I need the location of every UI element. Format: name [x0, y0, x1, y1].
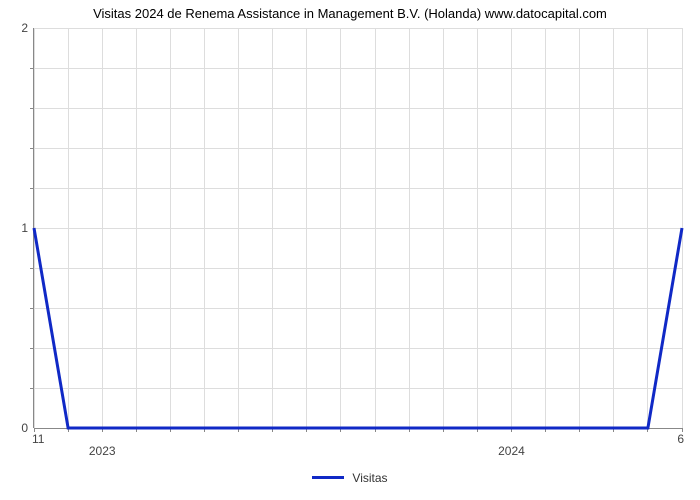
- legend: Visitas: [0, 470, 700, 485]
- chart-title: Visitas 2024 de Renema Assistance in Man…: [0, 6, 700, 21]
- corner-label-right: 6: [677, 432, 684, 446]
- y-tick-label: 1: [21, 221, 28, 235]
- x-tick-label: 2024: [498, 444, 525, 458]
- series-layer: [34, 28, 682, 428]
- corner-label-left: 11: [32, 432, 44, 446]
- legend-label: Visitas: [352, 471, 387, 485]
- plot-area: 01220232024116: [34, 28, 682, 428]
- visits-chart: Visitas 2024 de Renema Assistance in Man…: [0, 0, 700, 500]
- y-tick-label: 2: [21, 21, 28, 35]
- x-tick-label: 2023: [89, 444, 116, 458]
- legend-swatch: [312, 476, 344, 479]
- y-tick-label: 0: [21, 421, 28, 435]
- series-line: [34, 228, 682, 428]
